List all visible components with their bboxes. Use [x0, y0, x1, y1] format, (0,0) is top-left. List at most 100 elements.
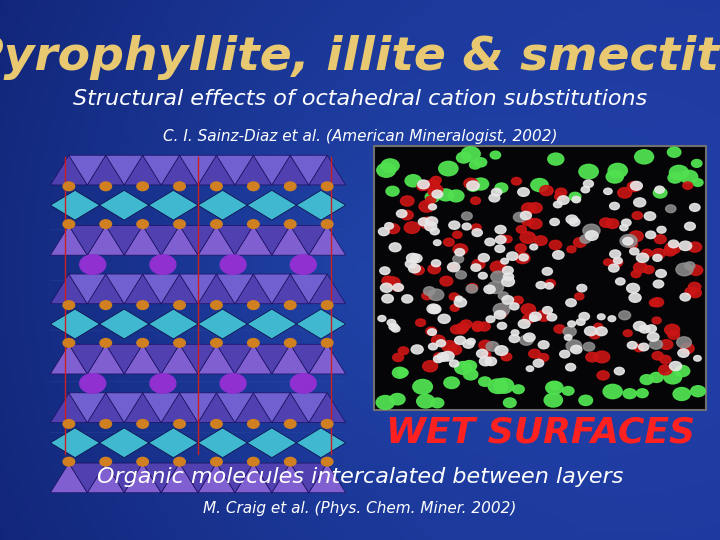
- Circle shape: [579, 313, 590, 320]
- Circle shape: [392, 353, 403, 361]
- Circle shape: [653, 280, 664, 288]
- Circle shape: [590, 331, 600, 339]
- Circle shape: [63, 301, 75, 309]
- Polygon shape: [235, 345, 272, 374]
- Circle shape: [606, 170, 624, 183]
- Circle shape: [563, 327, 576, 336]
- Polygon shape: [309, 345, 346, 374]
- Circle shape: [453, 244, 468, 255]
- Circle shape: [549, 240, 562, 249]
- Circle shape: [469, 161, 480, 169]
- Circle shape: [392, 367, 407, 378]
- Circle shape: [667, 147, 681, 157]
- Circle shape: [384, 222, 393, 229]
- Circle shape: [467, 339, 475, 345]
- Circle shape: [463, 340, 474, 348]
- Circle shape: [377, 163, 395, 177]
- Circle shape: [688, 242, 702, 252]
- Circle shape: [428, 343, 438, 350]
- Circle shape: [670, 361, 682, 370]
- Circle shape: [528, 349, 541, 358]
- Polygon shape: [87, 274, 124, 303]
- Circle shape: [647, 333, 659, 341]
- Polygon shape: [124, 156, 161, 185]
- Polygon shape: [309, 393, 346, 422]
- Circle shape: [583, 342, 595, 351]
- Polygon shape: [87, 463, 124, 492]
- Polygon shape: [198, 345, 235, 374]
- Polygon shape: [143, 274, 179, 303]
- Polygon shape: [272, 345, 309, 374]
- Circle shape: [507, 252, 518, 260]
- Circle shape: [457, 327, 467, 334]
- Circle shape: [462, 212, 472, 220]
- Circle shape: [654, 235, 666, 244]
- Polygon shape: [272, 463, 309, 492]
- Polygon shape: [69, 156, 106, 185]
- Polygon shape: [161, 393, 198, 422]
- Circle shape: [380, 283, 392, 292]
- Circle shape: [608, 316, 616, 321]
- Circle shape: [511, 330, 519, 335]
- Polygon shape: [143, 393, 179, 422]
- Polygon shape: [198, 156, 235, 185]
- Circle shape: [478, 254, 490, 262]
- Polygon shape: [198, 309, 247, 339]
- Polygon shape: [290, 393, 327, 422]
- Polygon shape: [50, 463, 87, 492]
- Circle shape: [612, 259, 623, 267]
- Circle shape: [623, 238, 633, 245]
- Circle shape: [431, 177, 441, 184]
- Circle shape: [455, 296, 463, 301]
- Polygon shape: [247, 309, 297, 339]
- Circle shape: [174, 220, 185, 228]
- Circle shape: [580, 235, 591, 243]
- Circle shape: [534, 236, 547, 245]
- Circle shape: [660, 355, 671, 364]
- Circle shape: [448, 345, 462, 355]
- Circle shape: [211, 420, 222, 428]
- Circle shape: [631, 181, 642, 190]
- Circle shape: [553, 251, 564, 259]
- Circle shape: [472, 323, 483, 332]
- Polygon shape: [235, 156, 272, 185]
- Circle shape: [600, 218, 612, 227]
- Circle shape: [211, 220, 222, 228]
- Circle shape: [472, 260, 485, 269]
- Circle shape: [653, 188, 667, 198]
- Circle shape: [583, 180, 593, 187]
- Circle shape: [494, 310, 505, 319]
- Circle shape: [554, 201, 562, 208]
- Polygon shape: [290, 345, 327, 374]
- Circle shape: [248, 182, 259, 191]
- Circle shape: [576, 319, 585, 325]
- Circle shape: [442, 341, 456, 352]
- Circle shape: [510, 303, 519, 310]
- Circle shape: [100, 220, 112, 228]
- Circle shape: [495, 225, 506, 234]
- Circle shape: [502, 295, 513, 304]
- Circle shape: [677, 337, 691, 348]
- Circle shape: [498, 310, 507, 318]
- Circle shape: [554, 325, 565, 333]
- Circle shape: [423, 361, 438, 372]
- Circle shape: [572, 197, 580, 202]
- Circle shape: [441, 352, 454, 361]
- Circle shape: [529, 315, 538, 321]
- Circle shape: [571, 345, 582, 354]
- Circle shape: [413, 380, 433, 394]
- Circle shape: [436, 340, 446, 347]
- Circle shape: [549, 382, 560, 390]
- Circle shape: [479, 340, 492, 350]
- Polygon shape: [50, 274, 87, 303]
- Polygon shape: [106, 156, 143, 185]
- Polygon shape: [149, 309, 198, 339]
- Circle shape: [472, 229, 482, 237]
- Circle shape: [137, 457, 148, 466]
- Polygon shape: [69, 393, 106, 422]
- Circle shape: [390, 243, 401, 252]
- Circle shape: [425, 222, 437, 231]
- Circle shape: [174, 457, 185, 466]
- Circle shape: [518, 188, 529, 197]
- Circle shape: [428, 265, 441, 274]
